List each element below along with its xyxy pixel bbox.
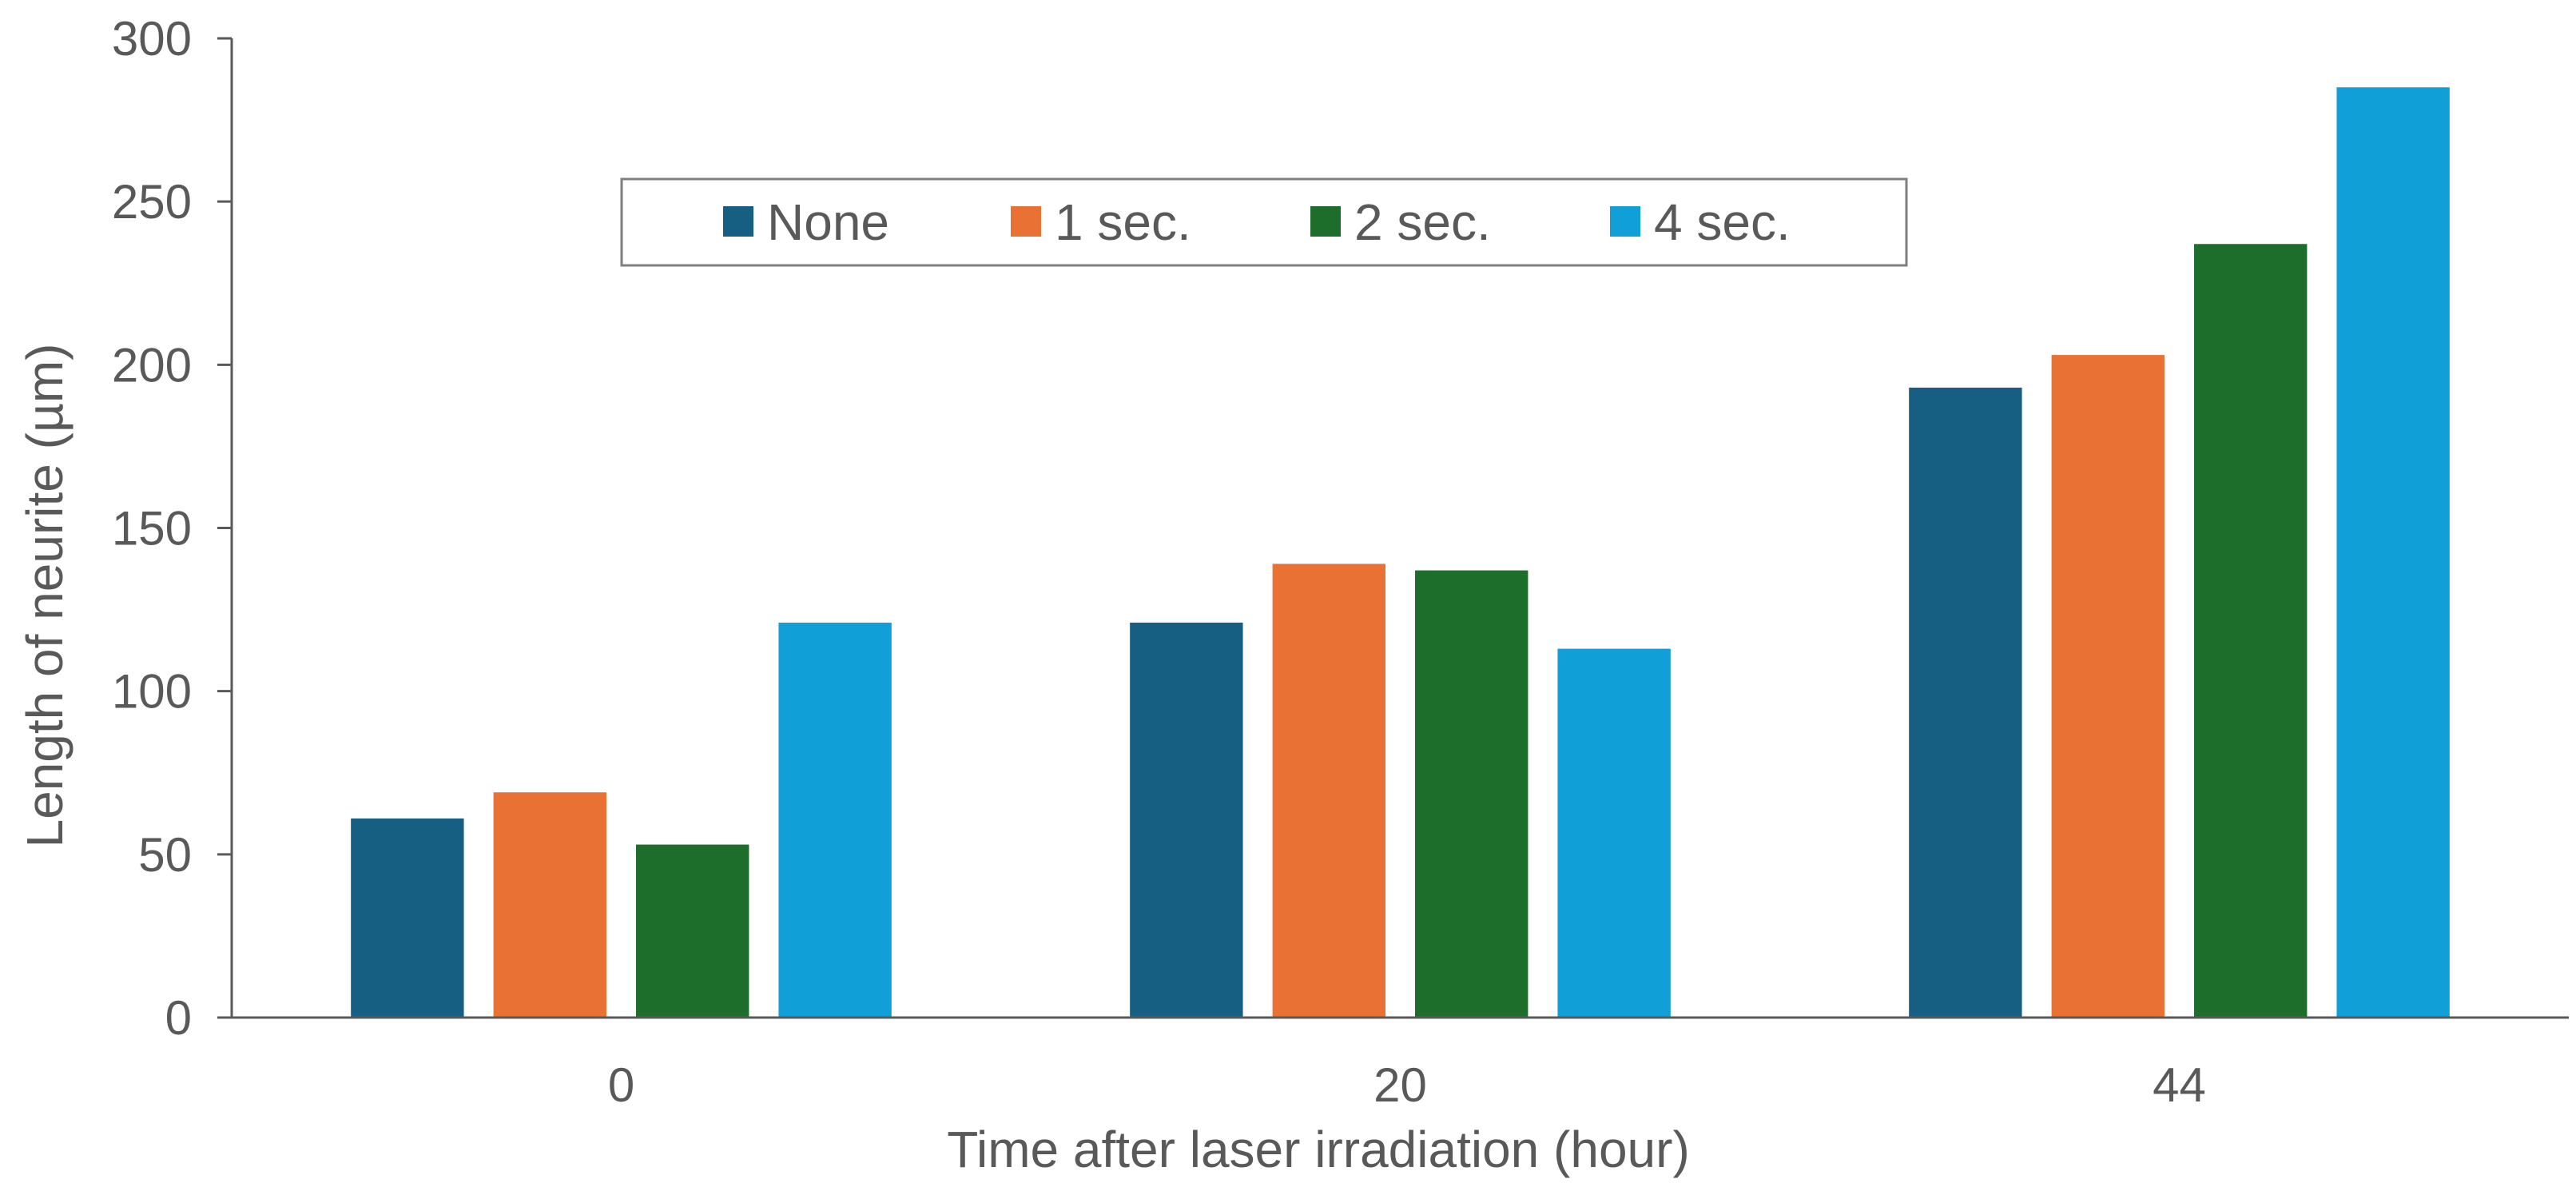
- bar: [2194, 244, 2308, 1018]
- legend-swatch: [1310, 206, 1341, 237]
- x-tick-label: 20: [1373, 1058, 1427, 1112]
- legend-label: 4 sec.: [1654, 193, 1791, 251]
- y-tick-label: 50: [138, 828, 192, 882]
- y-axis-title: Length of neurite (µm): [16, 344, 74, 848]
- legend-swatch: [723, 206, 753, 237]
- legend-label: None: [767, 193, 889, 251]
- bar: [1557, 648, 1671, 1018]
- y-tick-label: 100: [112, 665, 192, 719]
- y-tick-label: 200: [112, 338, 192, 392]
- bar: [636, 844, 749, 1018]
- y-tick-label: 0: [165, 991, 192, 1045]
- y-ticks: 0 50 100 150 200 250 300: [112, 12, 232, 1045]
- x-tick-label: 44: [2153, 1058, 2206, 1112]
- x-axis-title: Time after laser irradiation (hour): [947, 1121, 1690, 1178]
- bar: [2336, 87, 2450, 1018]
- bar: [778, 622, 892, 1018]
- bar: [1130, 622, 1243, 1018]
- legend-label: 2 sec.: [1354, 193, 1491, 251]
- y-tick-label: 150: [112, 502, 192, 556]
- legend-swatch: [1610, 206, 1640, 237]
- bar: [1272, 564, 1385, 1018]
- legend: None 1 sec. 2 sec. 4 sec.: [620, 177, 1908, 267]
- legend-items: None 1 sec. 2 sec. 4 sec.: [723, 193, 1791, 251]
- y-tick-label: 300: [112, 12, 192, 66]
- x-tick-label: 0: [608, 1058, 634, 1112]
- legend-box: [620, 177, 1908, 267]
- bars-layer: [351, 87, 2450, 1018]
- bar: [1415, 570, 1529, 1018]
- y-tick-label: 250: [112, 175, 192, 229]
- legend-swatch: [1011, 206, 1041, 237]
- x-ticks: 0 20 44: [608, 1058, 2206, 1112]
- legend-label: 1 sec.: [1055, 193, 1191, 251]
- bar: [493, 792, 606, 1018]
- bar: [1909, 387, 2022, 1018]
- bar: [2051, 355, 2165, 1018]
- bar: [351, 818, 464, 1018]
